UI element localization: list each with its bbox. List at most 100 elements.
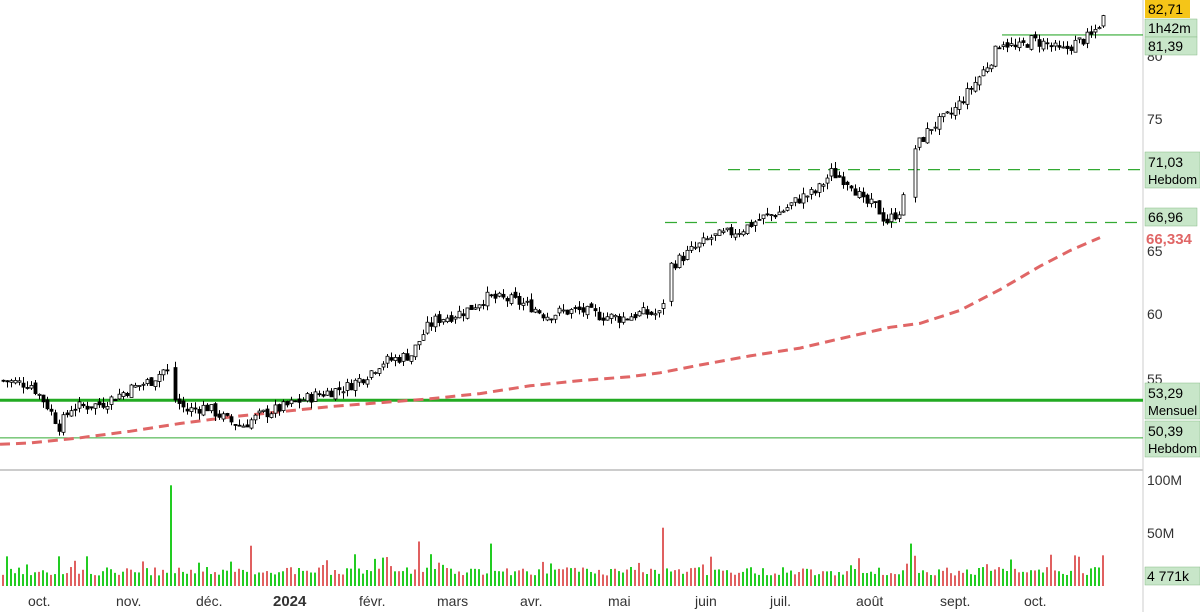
volume-bar: [238, 568, 240, 586]
volume-bar: [1026, 572, 1028, 586]
candle-body: [685, 249, 690, 260]
volume-bar: [198, 562, 200, 586]
candle-body: [77, 401, 82, 409]
volume-bar: [542, 561, 544, 586]
candle-body: [133, 384, 138, 388]
volume-bar: [526, 571, 528, 586]
volume-bar: [186, 573, 188, 586]
candle-body: [405, 353, 410, 361]
volume-bar: [730, 572, 732, 586]
candle-body: [197, 409, 202, 414]
candle-body: [141, 383, 146, 386]
candle-body: [821, 184, 826, 187]
volume-bar: [578, 571, 580, 586]
volume-bar: [150, 575, 152, 586]
candle-body: [541, 314, 546, 319]
volume-bar: [642, 572, 644, 586]
candle-body: [369, 370, 374, 378]
candle-body: [633, 314, 638, 319]
candle-body: [509, 294, 514, 304]
candle-body: [601, 317, 606, 321]
volume-bar: [838, 572, 840, 586]
volume-bar: [90, 573, 92, 586]
candle-body: [309, 393, 314, 403]
candle-body: [337, 387, 342, 391]
volume-bar: [758, 574, 760, 586]
volume-bar: [202, 571, 204, 586]
candle-body: [877, 200, 882, 215]
volume-bar: [622, 572, 624, 586]
volume-bar: [462, 575, 464, 586]
candle-body: [757, 219, 762, 221]
volume-bar: [946, 567, 948, 586]
volume-bar: [314, 572, 316, 586]
candle-body: [745, 224, 750, 234]
candle-body: [229, 416, 234, 423]
candle-body: [225, 413, 230, 416]
candle-body: [325, 390, 330, 396]
candle-body: [637, 311, 642, 317]
candle-body: [609, 313, 614, 319]
candle-body: [629, 316, 634, 321]
volume-bar: [18, 567, 20, 586]
volume-bar: [666, 568, 668, 586]
volume-bar: [790, 570, 792, 586]
candle-body: [153, 380, 158, 387]
volume-bar: [206, 567, 208, 586]
volume-bar: [654, 569, 656, 586]
level-71-label: 71,03: [1148, 154, 1183, 170]
candle-body: [481, 304, 486, 306]
volume-bar: [962, 572, 964, 586]
candle-body: [841, 176, 846, 186]
volume-bar: [478, 569, 480, 586]
candle-body: [617, 316, 622, 323]
volume-bar: [514, 571, 516, 586]
candle-body: [957, 100, 962, 110]
candle-body: [885, 218, 890, 224]
volume-bar: [594, 573, 596, 586]
candle-body: [109, 396, 114, 405]
volume-bar: [1074, 555, 1076, 586]
candle-body: [777, 211, 782, 216]
volume-bar: [446, 568, 448, 586]
candle-body: [801, 193, 806, 204]
candle-body: [285, 400, 290, 406]
level-lines: [0, 34, 1143, 439]
volume-bar: [34, 572, 36, 586]
volume-bar: [502, 571, 504, 586]
volume-bar: [674, 570, 676, 586]
volume-bar: [746, 568, 748, 586]
candle-body: [973, 81, 978, 92]
volume-bar: [742, 571, 744, 586]
volume-bar: [602, 574, 604, 586]
volume-bar: [54, 574, 56, 586]
volume-bar: [670, 571, 672, 586]
candle-body: [61, 414, 66, 433]
volume-bar: [850, 565, 852, 586]
candles: [1, 14, 1106, 436]
volume-bar: [398, 571, 400, 586]
volume-bar: [810, 569, 812, 586]
candle-body: [673, 263, 678, 269]
candle-body: [717, 229, 722, 236]
volume-bar: [418, 541, 420, 586]
candle-body: [81, 403, 86, 407]
volume-bar: [606, 575, 608, 586]
volume-bar: [414, 569, 416, 586]
volume-bar: [170, 485, 172, 586]
volume-bar: [218, 574, 220, 586]
volume-bar: [522, 568, 524, 586]
volume-bar: [998, 567, 1000, 586]
candle-body: [1029, 35, 1034, 50]
candle-body: [17, 380, 22, 383]
candle-body: [793, 197, 798, 203]
volume-bar: [750, 567, 752, 586]
candle-body: [925, 128, 930, 144]
volume-bar: [486, 573, 488, 586]
volume-bar: [1038, 569, 1040, 586]
volume-bar: [1002, 568, 1004, 586]
candle-body: [1097, 27, 1102, 30]
volume-bar: [22, 574, 24, 586]
volume-bar: [770, 575, 772, 586]
candle-body: [189, 407, 194, 412]
